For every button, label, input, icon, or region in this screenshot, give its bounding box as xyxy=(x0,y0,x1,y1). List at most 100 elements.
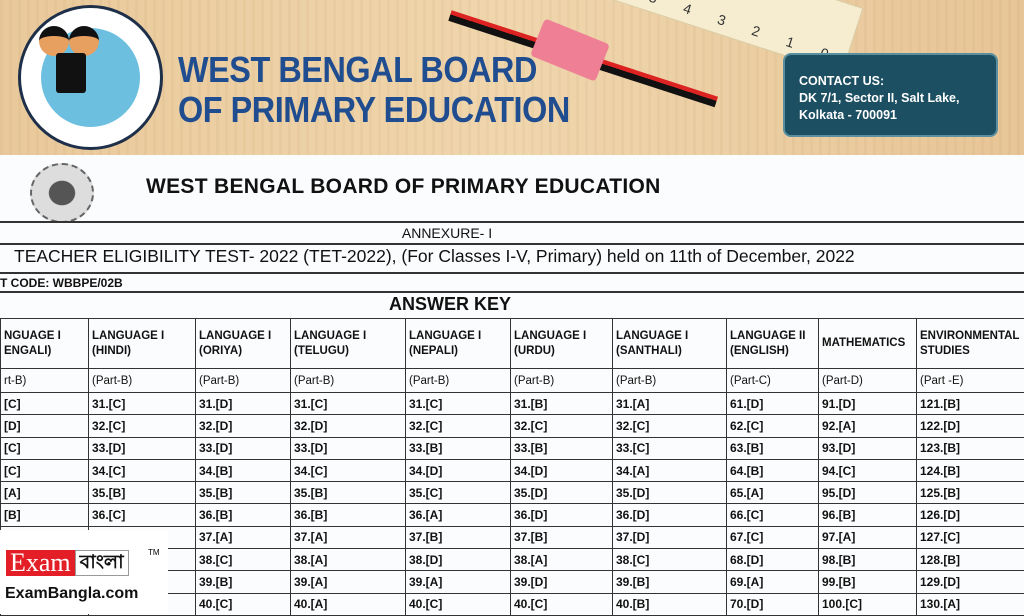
ruler-digit: 3 xyxy=(716,11,728,29)
answer-cell: 38.[D] xyxy=(406,549,511,571)
answer-cell: [C] xyxy=(1,437,89,459)
part-label: (Part-B) xyxy=(196,369,291,393)
answer-cell: 65.[A] xyxy=(727,482,819,504)
answer-cell: 70.[D] xyxy=(727,593,819,615)
answer-cell: 31.[A] xyxy=(613,393,727,415)
board-seal-icon xyxy=(30,163,94,223)
subject-name: LANGUAGE I xyxy=(616,329,723,344)
answer-cell: 33.[D] xyxy=(291,437,406,459)
answer-cell: 39.[A] xyxy=(291,571,406,593)
answer-cell: 126.[D] xyxy=(917,504,1024,526)
answer-cell: [B] xyxy=(1,504,89,526)
contact-address-line1: DK 7/1, Sector II, Salt Lake, xyxy=(799,90,996,107)
answer-cell: 39.[B] xyxy=(613,571,727,593)
answer-cell: 32.[C] xyxy=(613,415,727,437)
watermark-url: ExamBangla.com xyxy=(5,585,138,603)
answer-cell: 34.[C] xyxy=(89,459,196,481)
answer-cell: 100.[C] xyxy=(819,593,917,615)
answer-cell: 40.[C] xyxy=(406,593,511,615)
answer-cell: 121.[B] xyxy=(917,393,1024,415)
answer-cell: 33.[B] xyxy=(511,437,613,459)
part-label: (Part-B) xyxy=(89,369,196,393)
answer-cell: 129.[D] xyxy=(917,571,1024,593)
subject-name: MATHEMATICS xyxy=(822,336,913,351)
answer-cell: 34.[C] xyxy=(291,459,406,481)
answer-cell: 127.[C] xyxy=(917,526,1024,548)
brand-line-1: WEST BENGAL BOARD xyxy=(178,50,570,90)
subject-name: NGUAGE I xyxy=(4,329,85,344)
answer-cell: 37.[B] xyxy=(511,526,613,548)
answer-cell: 97.[A] xyxy=(819,526,917,548)
column-header: LANGUAGE I(URDU) xyxy=(511,319,613,369)
ruler-digit: 1 xyxy=(784,33,796,51)
answer-cell: 32.[C] xyxy=(406,415,511,437)
answer-cell: 31.[C] xyxy=(89,393,196,415)
column-header: LANGUAGE I(HINDI) xyxy=(89,319,196,369)
subject-name: ENVIRONMENTAL xyxy=(920,329,1021,344)
answer-cell: 130.[A] xyxy=(917,593,1024,615)
column-header: MATHEMATICS xyxy=(819,319,917,369)
answer-cell: 39.[D] xyxy=(511,571,613,593)
ruler-digit: 4 xyxy=(681,0,693,18)
answer-cell: 122.[D] xyxy=(917,415,1024,437)
answer-cell: 35.[C] xyxy=(406,482,511,504)
part-label: (Part-B) xyxy=(291,369,406,393)
subject-name: LANGUAGE I xyxy=(409,329,507,344)
answer-cell: 38.[C] xyxy=(196,549,291,571)
answer-cell: 34.[D] xyxy=(406,459,511,481)
column-header: LANGUAGE I(ORIYA) xyxy=(196,319,291,369)
answer-cell: 31.[C] xyxy=(406,393,511,415)
answer-cell: 32.[D] xyxy=(196,415,291,437)
answer-cell: 33.[D] xyxy=(196,437,291,459)
answer-cell: 36.[A] xyxy=(406,504,511,526)
brand-line-2: OF PRIMARY EDUCATION xyxy=(178,90,570,130)
divider xyxy=(0,221,1024,223)
answer-cell: 93.[D] xyxy=(819,437,917,459)
answer-cell: 39.[B] xyxy=(196,571,291,593)
answer-cell: 34.[A] xyxy=(613,459,727,481)
subject-name: LANGUAGE I xyxy=(92,329,192,344)
answer-cell: 123.[B] xyxy=(917,437,1024,459)
answer-cell: 66.[C] xyxy=(727,504,819,526)
answer-cell: 128.[B] xyxy=(917,549,1024,571)
answer-cell: 38.[C] xyxy=(613,549,727,571)
answer-cell: 63.[B] xyxy=(727,437,819,459)
answer-cell: 33.[D] xyxy=(89,437,196,459)
answer-cell: [C] xyxy=(1,459,89,481)
column-header: LANGUAGE I(SANTHALI) xyxy=(613,319,727,369)
answer-cell: 40.[C] xyxy=(511,593,613,615)
answer-cell: 36.[C] xyxy=(89,504,196,526)
part-label: (Part-C) xyxy=(727,369,819,393)
answer-cell: 96.[B] xyxy=(819,504,917,526)
answer-cell: 36.[B] xyxy=(291,504,406,526)
answer-cell: 32.[D] xyxy=(291,415,406,437)
ruler-digit: 2 xyxy=(750,22,762,40)
answer-cell: 124.[B] xyxy=(917,459,1024,481)
subject-detail: (HINDI) xyxy=(92,344,192,359)
answer-cell: [A] xyxy=(1,482,89,504)
answer-cell: 36.[D] xyxy=(613,504,727,526)
divider xyxy=(0,272,1024,274)
answer-cell: 33.[B] xyxy=(406,437,511,459)
subject-detail: (NEPALI) xyxy=(409,344,507,359)
answer-cell: 31.[C] xyxy=(291,393,406,415)
answer-cell: 61.[D] xyxy=(727,393,819,415)
answer-cell: 38.[A] xyxy=(511,549,613,571)
answer-cell: 37.[D] xyxy=(613,526,727,548)
table-row: [A]35.[B]35.[B]35.[B]35.[C]35.[D]35.[D]6… xyxy=(1,482,1024,504)
answer-cell: 40.[B] xyxy=(613,593,727,615)
table-row: [C]31.[C]31.[D]31.[C]31.[C]31.[B]31.[A]6… xyxy=(1,393,1024,415)
answer-cell: 125.[B] xyxy=(917,482,1024,504)
answer-key-heading: ANSWER KEY xyxy=(0,294,900,315)
table-row: [C]33.[D]33.[D]33.[D]33.[B]33.[B]33.[C]6… xyxy=(1,437,1024,459)
answer-cell: 94.[C] xyxy=(819,459,917,481)
answer-cell: 99.[B] xyxy=(819,571,917,593)
answer-cell: 64.[B] xyxy=(727,459,819,481)
subject-detail: (ORIYA) xyxy=(199,344,287,359)
part-label: rt-B) xyxy=(1,369,89,393)
subject-detail: (SANTHALI) xyxy=(616,344,723,359)
answer-cell: 38.[A] xyxy=(291,549,406,571)
